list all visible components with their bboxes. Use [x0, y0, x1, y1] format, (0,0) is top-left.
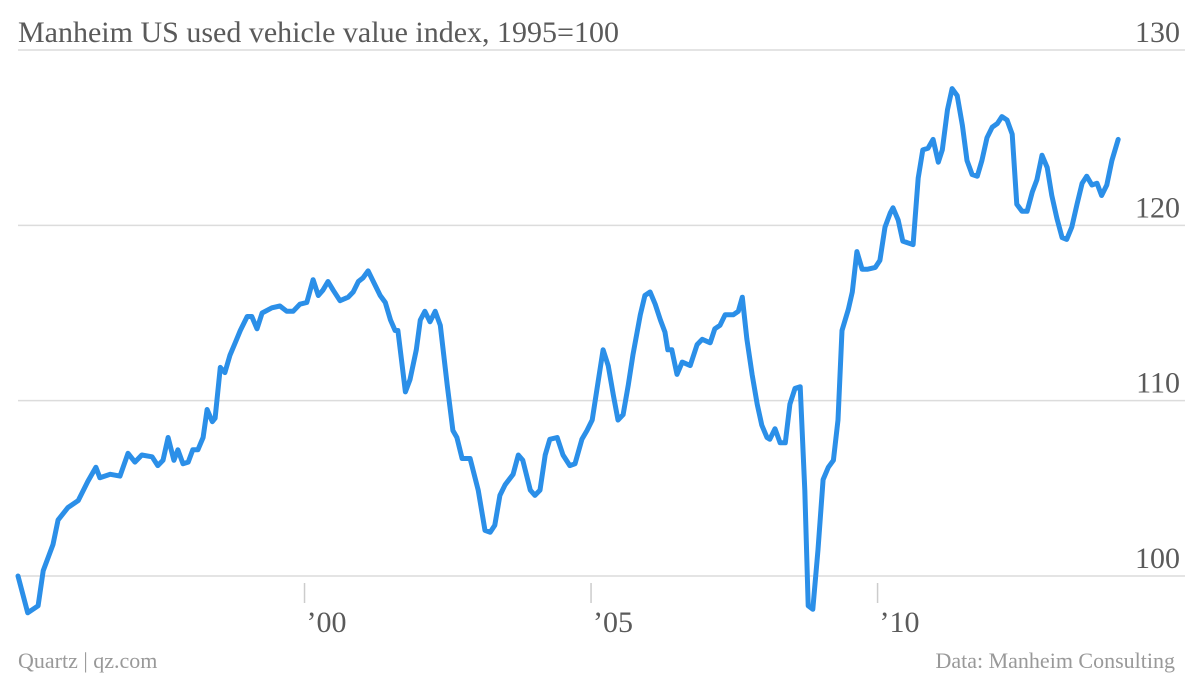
y-tick-label: 110 [1136, 367, 1180, 400]
x-tick-label: ’00 [307, 606, 347, 639]
y-tick-label: 130 [1135, 16, 1180, 49]
chart-title: Manheim US used vehicle value index, 199… [18, 16, 619, 49]
x-tick-label: ’05 [593, 606, 633, 639]
source-right: Data: Manheim Consulting [935, 648, 1175, 673]
x-tick-label: ’10 [880, 606, 920, 639]
source-left: Quartz | qz.com [18, 648, 157, 673]
y-tick-label: 120 [1135, 191, 1180, 224]
y-tick-label: 100 [1135, 542, 1180, 575]
data-line [15, 86, 1121, 616]
